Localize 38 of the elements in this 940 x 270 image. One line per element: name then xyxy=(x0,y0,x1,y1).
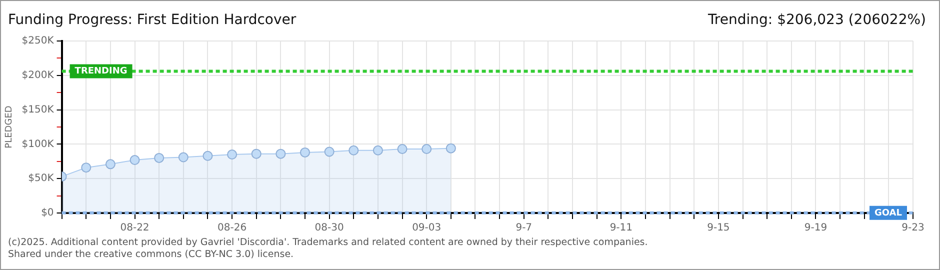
point xyxy=(227,150,238,160)
y-tick-label: $200K xyxy=(22,70,54,81)
x-tick-label: 08-26 xyxy=(218,222,247,234)
y-tick-label: $50K xyxy=(28,173,54,184)
point xyxy=(178,152,188,162)
point xyxy=(154,152,164,163)
point xyxy=(446,143,456,154)
chart-title: Funding Progress: First Edition Hardcover xyxy=(8,12,296,28)
x-tick-label: 08-30 xyxy=(314,222,344,234)
point xyxy=(348,145,359,156)
y-axis-title: PLEDGED xyxy=(4,106,15,148)
point xyxy=(251,148,262,159)
point xyxy=(300,147,310,158)
y-tick-label: $100K xyxy=(22,138,54,150)
text: Shared under the creative commons (CC BY-NC 3.0) license. xyxy=(8,249,295,261)
y-tick-label: $150K xyxy=(22,104,54,116)
x-tick-label: 08-22 xyxy=(120,222,150,234)
point xyxy=(397,144,408,154)
point xyxy=(105,159,116,170)
ref-line-label: GOAL xyxy=(874,208,902,218)
point xyxy=(324,146,334,157)
y-tick-label: $0 xyxy=(41,208,54,219)
ref-line-label: TRENDING xyxy=(74,66,128,77)
point xyxy=(81,162,92,173)
x-tick-label: 9-23 xyxy=(902,222,924,234)
chart-subtitle: Trending: $206,023 (206022%) xyxy=(708,12,926,28)
x-tick-label: 9-11 xyxy=(610,222,633,234)
point xyxy=(276,148,286,159)
point xyxy=(130,155,140,166)
x-tick-label: 9-19 xyxy=(804,222,828,234)
point xyxy=(422,144,432,154)
x-tick-label: 09-03 xyxy=(412,222,442,234)
point xyxy=(372,145,383,156)
x-tick-label: 9-7 xyxy=(516,222,532,234)
x-tick-label: 9-15 xyxy=(707,222,730,234)
y-tick-label: $250K xyxy=(22,36,54,47)
text: (c)2025. Additional content provided by Gavriel 'Discordia'. Trademarks and related content are owned by their respective companies. xyxy=(8,237,648,249)
point xyxy=(202,150,213,161)
